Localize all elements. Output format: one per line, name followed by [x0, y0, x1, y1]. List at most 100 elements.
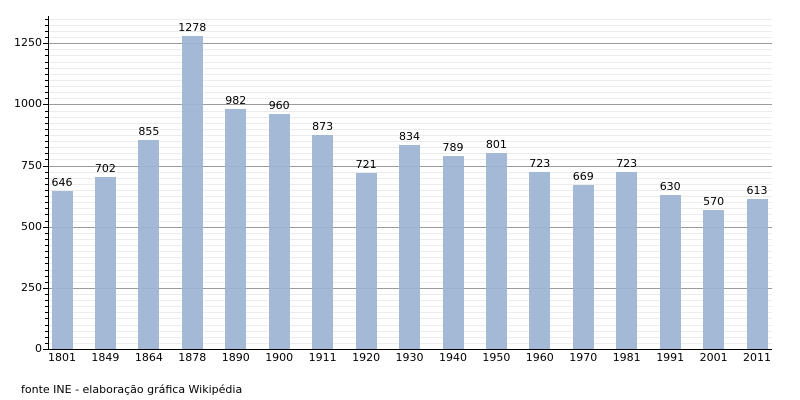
y-minor-tick — [45, 275, 48, 277]
bar-value-label: 702 — [94, 162, 116, 176]
y-minor-tick — [45, 196, 48, 198]
y-minor-tick — [45, 336, 48, 338]
y-tick-label: 750 — [21, 158, 42, 172]
y-major-tick — [43, 165, 48, 167]
y-minor-tick — [45, 153, 48, 155]
bar-value-label: 721 — [355, 157, 377, 171]
y-minor-tick — [45, 190, 48, 191]
y-minor-tick — [45, 110, 48, 112]
y-minor-tick — [45, 98, 48, 100]
x-tick-label: 1950 — [482, 351, 511, 364]
bar-value-label: 834 — [399, 130, 420, 143]
y-minor-tick — [45, 220, 48, 222]
bar-value-label: 1278 — [178, 21, 207, 35]
y-minor-tick — [45, 37, 48, 39]
y-minor-tick — [45, 245, 48, 246]
x-tick-label: 1801 — [48, 351, 76, 364]
y-tick-label: 500 — [21, 219, 42, 233]
y-minor-tick — [45, 49, 48, 51]
gridline-minor — [48, 98, 772, 100]
y-minor-tick — [45, 232, 48, 234]
gridline-minor — [48, 73, 772, 75]
y-axis-line — [48, 16, 49, 349]
bar-1991 — [659, 194, 681, 349]
bar-1801 — [51, 191, 73, 349]
y-minor-tick — [45, 159, 48, 161]
y-minor-tick — [45, 263, 48, 265]
y-minor-tick — [45, 183, 48, 185]
x-tick-label: 1991 — [656, 351, 685, 364]
y-minor-tick — [45, 312, 48, 314]
x-tick-label: 2001 — [699, 351, 728, 364]
source-caption: fonte INE - elaboração gráfica Wikipédia — [21, 383, 243, 396]
x-tick-label: 1930 — [395, 351, 424, 364]
x-tick-label: 1890 — [221, 351, 250, 364]
x-tick-label: 1864 — [134, 351, 163, 364]
bar-value-label: 723 — [616, 157, 638, 171]
y-major-tick — [43, 104, 48, 106]
y-minor-tick — [45, 306, 48, 308]
y-minor-tick — [45, 342, 48, 344]
bar-value-label: 801 — [485, 138, 507, 151]
bar-1890 — [225, 108, 247, 349]
gridline-minor — [48, 55, 772, 57]
x-tick-label: 1900 — [265, 351, 294, 364]
gridline-minor — [48, 49, 772, 51]
bar-value-label: 630 — [659, 179, 681, 193]
y-minor-tick — [45, 208, 48, 210]
gridline-minor — [48, 37, 772, 39]
bar-value-label: 669 — [572, 170, 594, 184]
y-major-tick — [43, 43, 48, 45]
y-minor-tick — [45, 128, 48, 130]
gridline-major — [48, 104, 772, 106]
bar-value-label: 855 — [138, 124, 160, 138]
x-axis-line — [48, 349, 772, 350]
y-major-tick — [43, 287, 48, 289]
bar-1911 — [312, 135, 334, 349]
y-minor-tick — [45, 281, 48, 283]
x-tick-label: 1878 — [178, 351, 207, 364]
gridline-minor — [48, 128, 772, 130]
y-minor-tick — [45, 86, 48, 87]
y-minor-tick — [45, 202, 48, 204]
gridline-minor — [48, 116, 772, 118]
bar-1878 — [181, 36, 203, 349]
bar-value-label: 982 — [225, 93, 247, 107]
x-tick-label: 1970 — [569, 351, 598, 364]
x-tick-label: 1960 — [525, 351, 554, 364]
bar-1960 — [529, 172, 551, 349]
y-minor-tick — [45, 238, 48, 240]
y-minor-tick — [45, 257, 48, 259]
y-minor-tick — [45, 67, 48, 69]
y-major-tick — [43, 226, 48, 228]
y-minor-tick — [45, 171, 48, 173]
gridline-minor — [48, 92, 772, 94]
gridline-minor — [48, 61, 772, 63]
bar-value-label: 960 — [268, 99, 290, 113]
gridline-minor — [48, 79, 772, 81]
y-minor-tick — [45, 18, 48, 20]
bar-value-label: 570 — [703, 194, 725, 208]
bar-1950 — [485, 153, 507, 349]
x-tick-label: 1981 — [612, 351, 641, 364]
y-minor-tick — [45, 324, 48, 326]
y-minor-tick — [45, 294, 48, 295]
gridline-minor — [48, 31, 772, 32]
bar-1970 — [572, 185, 594, 349]
y-minor-tick — [45, 147, 48, 149]
y-minor-tick — [45, 116, 48, 118]
bar-value-label: 613 — [746, 184, 768, 197]
gridline-minor — [48, 141, 772, 143]
y-minor-tick — [45, 177, 48, 179]
y-minor-tick — [45, 122, 48, 124]
bar-1920 — [355, 172, 377, 349]
y-minor-tick — [45, 55, 48, 57]
bar-1864 — [138, 139, 160, 349]
bar-1940 — [442, 156, 464, 349]
y-major-tick — [43, 349, 48, 350]
y-minor-tick — [45, 92, 48, 94]
gridline-minor — [48, 122, 772, 124]
